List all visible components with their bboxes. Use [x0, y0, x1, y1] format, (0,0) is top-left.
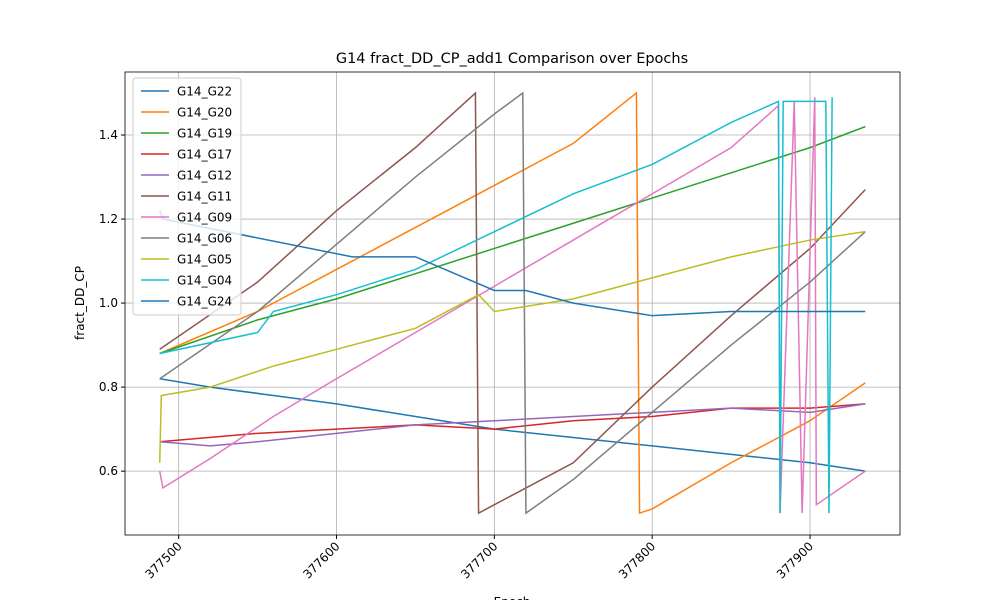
- series-line: [158, 230, 866, 463]
- legend-label: G14_G11: [177, 190, 232, 204]
- series-line: [159, 210, 866, 317]
- series-line: [159, 403, 866, 447]
- legend-label: G14_G06: [177, 232, 232, 246]
- x-axis-label: Epoch: [494, 595, 531, 600]
- y-tick-label: 1.4: [99, 128, 118, 142]
- legend-label: G14_G24: [177, 295, 232, 309]
- series-line: [159, 125, 866, 355]
- y-axis-label: fract_DD_CP: [73, 266, 87, 340]
- series-line: [159, 403, 866, 443]
- legend-label: G14_G12: [177, 169, 232, 183]
- legend-label: G14_G17: [177, 148, 232, 162]
- series-line: [159, 97, 833, 514]
- y-tick-label: 0.8: [99, 380, 118, 394]
- legend-label: G14_G05: [177, 253, 232, 267]
- legend-box: [132, 77, 242, 316]
- legend-label: G14_G22: [177, 85, 232, 99]
- legend-label: G14_G20: [177, 106, 232, 120]
- y-tick-label: 0.6: [99, 464, 118, 478]
- y-tick-label: 1.2: [99, 212, 118, 226]
- legend-label: G14_G09: [177, 211, 232, 225]
- series-line: [159, 91, 866, 515]
- series-line: [159, 91, 866, 515]
- series-line: [158, 97, 866, 514]
- y-tick-label: 1.0: [99, 296, 118, 310]
- plot-frame: [124, 71, 901, 536]
- legend-label: G14_G19: [177, 127, 232, 141]
- chart-title: G14 fract_DD_CP_add1 Comparison over Epo…: [336, 51, 688, 67]
- series-line: [159, 91, 866, 515]
- legend-label: G14_G04: [177, 274, 232, 288]
